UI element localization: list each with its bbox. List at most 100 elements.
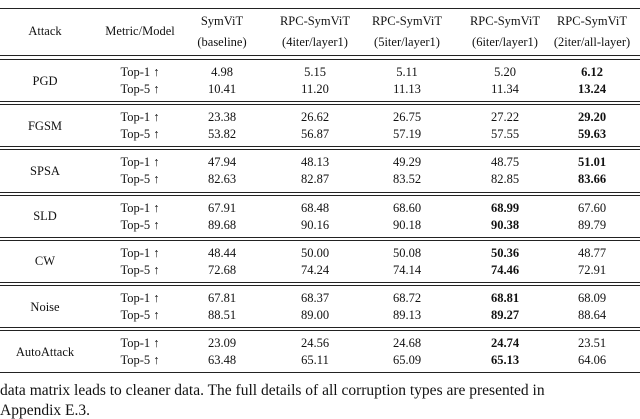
body-text: Appendix E.3. bbox=[0, 402, 90, 419]
value-cell: 83.52 bbox=[392, 172, 422, 187]
value-cell: 90.38 bbox=[490, 217, 520, 232]
metric-name: Top-5 ↑ bbox=[120, 81, 160, 96]
header-cell: (4iter/layer1) bbox=[282, 34, 348, 49]
header-cell: (baseline) bbox=[197, 34, 247, 49]
value-cell: 90.18 bbox=[392, 217, 422, 232]
value-cell: 13.24 bbox=[577, 81, 607, 96]
header-cell: RPC-SymViT bbox=[556, 13, 628, 28]
value-cell: 89.68 bbox=[207, 217, 237, 232]
value-cell: 83.66 bbox=[577, 172, 607, 187]
metric-name: Top-1 ↑ bbox=[120, 155, 160, 170]
value-cell: 74.14 bbox=[392, 262, 422, 277]
value-cell: 72.68 bbox=[207, 262, 237, 277]
body-text: data matrix leads to cleaner data. The f… bbox=[0, 382, 545, 399]
group-rule bbox=[0, 239, 640, 241]
group-rule bbox=[0, 330, 640, 332]
metric-name: Top-5 ↑ bbox=[120, 262, 160, 277]
metric-name: Top-1 ↑ bbox=[120, 335, 160, 350]
value-cell: 65.13 bbox=[490, 352, 520, 367]
value-cell: 67.60 bbox=[577, 200, 607, 215]
value-cell: 57.19 bbox=[392, 126, 422, 141]
value-cell: 65.11 bbox=[301, 352, 329, 367]
value-cell: 68.81 bbox=[490, 290, 520, 305]
value-cell: 56.87 bbox=[300, 126, 330, 141]
value-cell: 29.20 bbox=[577, 109, 607, 124]
metric-name: Top-1 ↑ bbox=[120, 290, 160, 305]
value-cell: 74.24 bbox=[300, 262, 330, 277]
header-cell: SymViT bbox=[200, 13, 244, 28]
value-cell: 90.16 bbox=[300, 217, 330, 232]
value-cell: 88.64 bbox=[577, 307, 607, 322]
header-cell: (2iter/all-layer) bbox=[553, 34, 631, 49]
header-cell: RPC-SymViT bbox=[469, 13, 541, 28]
value-cell: 88.51 bbox=[207, 307, 237, 322]
attack-name: SPSA bbox=[30, 163, 60, 178]
metric-name: Top-5 ↑ bbox=[120, 352, 160, 367]
value-cell: 89.27 bbox=[490, 307, 520, 322]
group-rule bbox=[0, 285, 640, 286]
attack-name: Noise bbox=[30, 299, 60, 314]
value-cell: 67.91 bbox=[207, 200, 237, 215]
value-cell: 26.75 bbox=[392, 109, 422, 124]
value-cell: 68.09 bbox=[577, 290, 607, 305]
value-cell: 67.81 bbox=[207, 290, 237, 305]
value-cell: 23.38 bbox=[207, 109, 237, 124]
value-cell: 11.34 bbox=[491, 81, 519, 96]
value-cell: 48.75 bbox=[490, 155, 520, 170]
value-cell: 24.56 bbox=[300, 335, 330, 350]
value-cell: 68.60 bbox=[392, 200, 422, 215]
group-rule bbox=[0, 282, 640, 283]
value-cell: 47.94 bbox=[207, 155, 237, 170]
group-rule bbox=[0, 236, 640, 238]
group-rule bbox=[0, 101, 640, 103]
group-rule bbox=[0, 146, 640, 148]
value-cell: 48.13 bbox=[300, 155, 330, 170]
value-cell: 82.63 bbox=[207, 172, 237, 187]
value-cell: 57.55 bbox=[490, 126, 520, 141]
value-cell: 65.09 bbox=[392, 352, 422, 367]
value-cell: 48.77 bbox=[577, 245, 607, 260]
value-cell: 23.09 bbox=[207, 335, 237, 350]
value-cell: 82.87 bbox=[300, 172, 330, 187]
value-cell: 5.15 bbox=[304, 64, 326, 79]
value-cell: 11.20 bbox=[301, 81, 329, 96]
group-rule bbox=[0, 372, 640, 374]
metric-name: Top-5 ↑ bbox=[120, 172, 160, 187]
value-cell: 11.13 bbox=[393, 81, 421, 96]
value-cell: 74.46 bbox=[490, 262, 520, 277]
value-cell: 53.82 bbox=[207, 126, 237, 141]
value-cell: 64.06 bbox=[577, 352, 607, 367]
header-cell: Metric/Model bbox=[105, 23, 175, 38]
metric-name: Top-5 ↑ bbox=[120, 126, 160, 141]
value-cell: 26.62 bbox=[300, 109, 330, 124]
value-cell: 72.91 bbox=[577, 262, 607, 277]
value-cell: 24.74 bbox=[490, 335, 520, 350]
value-cell: 50.00 bbox=[300, 245, 330, 260]
attack-name: CW bbox=[34, 254, 56, 269]
value-cell: 68.72 bbox=[392, 290, 422, 305]
value-cell: 5.11 bbox=[396, 64, 418, 79]
group-rule bbox=[0, 194, 640, 196]
attack-name: SLD bbox=[33, 208, 57, 223]
attack-name: FGSM bbox=[27, 118, 63, 133]
value-cell: 6.12 bbox=[581, 64, 603, 79]
value-cell: 27.22 bbox=[490, 109, 520, 124]
value-cell: 10.41 bbox=[207, 81, 237, 96]
value-cell: 50.36 bbox=[490, 245, 520, 260]
header-cell: Attack bbox=[28, 23, 62, 38]
value-cell: 82.85 bbox=[490, 172, 520, 187]
header-cell: (5iter/layer1) bbox=[374, 34, 440, 49]
metric-name: Top-5 ↑ bbox=[120, 307, 160, 322]
value-cell: 68.37 bbox=[300, 290, 330, 305]
value-cell: 4.98 bbox=[211, 64, 233, 79]
group-rule bbox=[0, 104, 640, 106]
header-cell: RPC-SymViT bbox=[279, 13, 351, 28]
value-cell: 48.44 bbox=[207, 245, 237, 260]
metric-name: Top-1 ↑ bbox=[120, 200, 160, 215]
value-cell: 63.48 bbox=[207, 352, 237, 367]
value-cell: 5.20 bbox=[494, 64, 516, 79]
attack-name: PGD bbox=[32, 73, 58, 88]
group-rule bbox=[0, 59, 640, 60]
value-cell: 68.99 bbox=[490, 200, 520, 215]
